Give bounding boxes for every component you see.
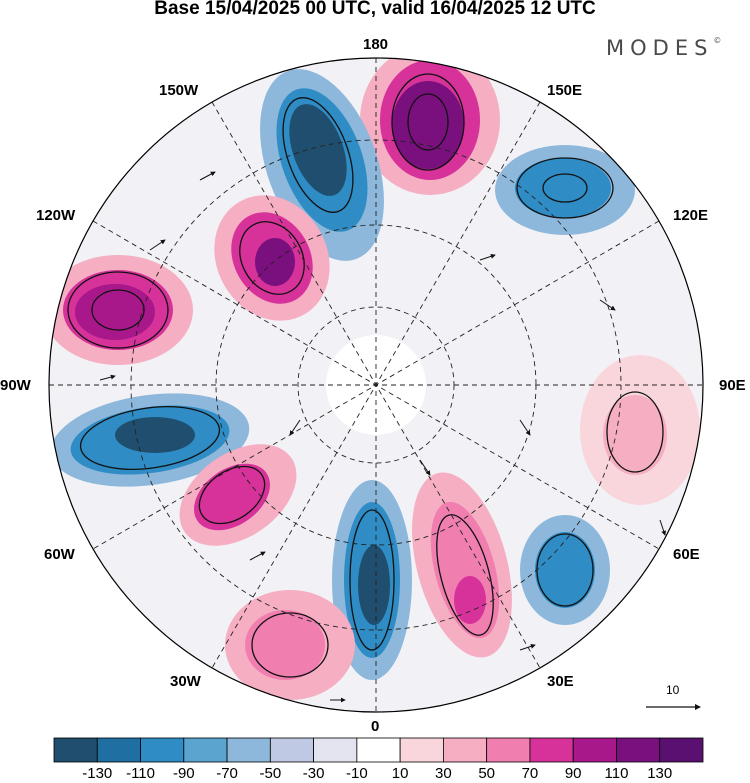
lon-label-30w: 30W [170, 673, 201, 690]
colorbar-tick-label: -10 [346, 765, 368, 782]
colorbar-tick-label: -130 [82, 765, 113, 782]
lon-label-120w: 120W [36, 207, 76, 224]
colorbar-swatch [356, 737, 401, 763]
colorbar-tick-label: 130 [647, 765, 673, 782]
colorbar-swatch [486, 737, 531, 763]
colorbar-tick-label: 70 [521, 765, 539, 782]
graticule [49, 58, 703, 712]
colorbar-tick-label: 10 [391, 765, 409, 782]
map-title: Base 15/04/2025 00 UTC, valid 16/04/2025… [154, 0, 596, 19]
colorbar-swatch [313, 737, 358, 763]
map-frame [48, 57, 704, 713]
map-disk [49, 58, 703, 712]
lon-label-180: 180 [363, 36, 389, 53]
wind-vectors [99, 171, 667, 703]
colorbar-swatch [442, 737, 488, 763]
colorbar-swatch [53, 737, 98, 763]
colorbar-swatch [659, 737, 704, 763]
colorbar-swatch [183, 737, 228, 763]
lon-label-120e: 120E [673, 207, 709, 224]
colorbar-swatch [529, 737, 574, 763]
colorbar-tick-label: -110 [126, 765, 155, 782]
colorbar-tick-label: -30 [302, 765, 325, 782]
colorbar-tick-label: 90 [564, 765, 582, 782]
colorbar-swatch [572, 737, 617, 763]
colorbar-labels: -130 -110 -90 -70 -50 -30 -10 10 30 50 70 90 110 130 [0, 765, 750, 783]
lon-label-0: 0 [371, 718, 380, 735]
modes-logo: MODES© [606, 36, 722, 60]
lon-label-60w: 60W [44, 546, 75, 563]
vector-reference-value: 10 [666, 683, 680, 697]
colorbar-tick-label: -90 [172, 765, 195, 782]
colorbar-tick-label: 50 [478, 765, 495, 782]
colorbar-swatch [226, 737, 271, 763]
lon-label-90w: 90W [0, 377, 31, 394]
colorbar-swatch [616, 737, 661, 763]
colorbar [53, 737, 704, 763]
lon-label-30e: 30E [547, 673, 574, 690]
lon-label-60e: 60E [673, 546, 700, 563]
colorbar-tick-label: 110 [604, 765, 629, 782]
colorbar-tick-label: 30 [435, 765, 452, 782]
colorbar-tick-label: -70 [216, 765, 238, 782]
colorbar-swatch [269, 737, 315, 763]
lon-label-150w: 150W [159, 82, 199, 99]
colorbar-swatch [96, 737, 141, 763]
lon-label-150e: 150E [547, 82, 583, 99]
colorbar-swatch [399, 737, 444, 763]
colorbar-tick-label: -50 [259, 765, 282, 782]
colorbar-swatch [140, 737, 185, 763]
lon-label-90e: 90E [719, 377, 746, 394]
